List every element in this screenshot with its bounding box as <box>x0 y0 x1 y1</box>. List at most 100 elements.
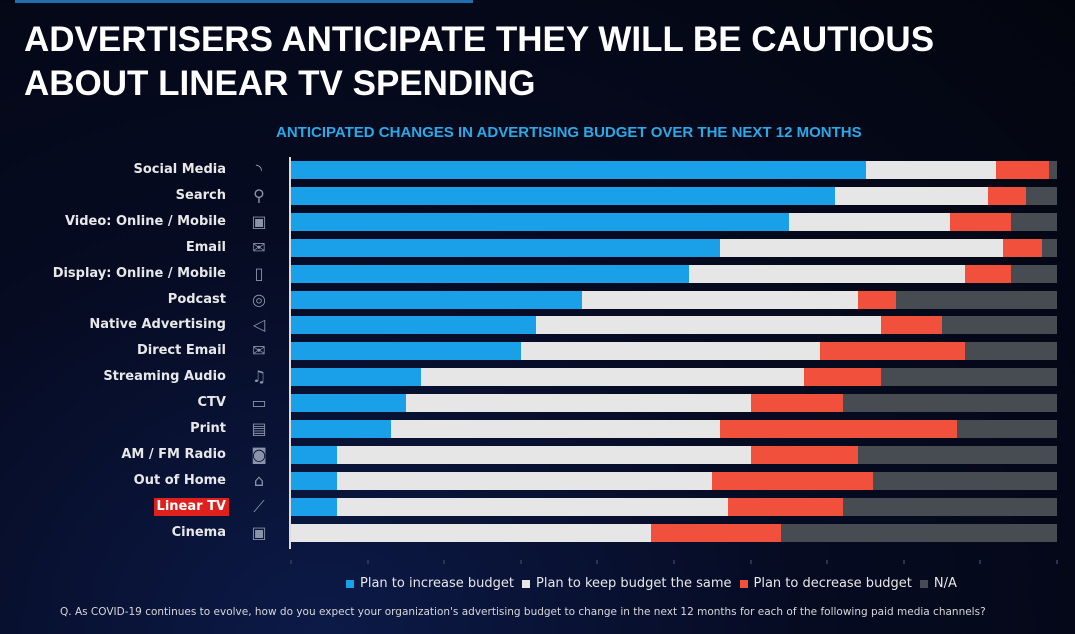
bar-segment-same <box>291 523 652 542</box>
remote-control-icon: ⟋ <box>253 496 265 516</box>
bar-segment-decrease <box>988 186 1027 205</box>
bar-segment-na <box>965 342 1057 361</box>
legend-item-same: Plan to keep budget the same <box>522 576 732 591</box>
legend-swatch <box>346 579 354 588</box>
bar-segment-decrease <box>719 420 958 438</box>
bar-segment-increase <box>291 445 337 464</box>
legend-item-increase: Plan to increase budget <box>346 576 514 591</box>
bar-segment-increase <box>291 238 720 257</box>
x-tick <box>290 560 292 564</box>
megaphone-icon: ◁ <box>252 315 266 335</box>
bar-segment-same <box>336 471 713 490</box>
bar-segment-na <box>896 290 1057 309</box>
bar-segment-na <box>1041 238 1057 257</box>
bar-segment-same <box>689 264 966 283</box>
bar-segment-increase <box>291 161 866 179</box>
bar-segment-same <box>788 212 950 231</box>
category-label: Streaming Audio <box>103 369 226 385</box>
legend-label: N/A <box>933 576 957 591</box>
bar-segment-decrease <box>1003 238 1042 257</box>
top-accent-line <box>15 0 473 3</box>
bar-segment-na <box>1011 212 1057 231</box>
bar-segment-decrease <box>712 471 874 490</box>
bar-segment-na <box>842 497 1057 516</box>
bar-segment-na <box>880 368 1057 387</box>
bar-segment-same <box>865 161 996 179</box>
legend-item-na: N/A <box>919 576 957 591</box>
legend-label: Plan to increase budget <box>360 576 514 591</box>
chart-title: ANTICIPATED CHANGES IN ADVERTISING BUDGE… <box>276 124 862 141</box>
wifi-signal-icon: ◝ <box>255 160 263 179</box>
legend-label: Plan to keep budget the same <box>536 576 732 591</box>
search-icon: ⚲ <box>253 185 265 205</box>
category-label: Display: Online / Mobile <box>52 265 226 281</box>
bar-segment-increase <box>291 342 521 361</box>
bar-segment-increase <box>291 368 422 387</box>
category-label: Linear TV <box>153 497 229 516</box>
bar-segment-increase <box>291 264 690 283</box>
category-label: Social Media <box>133 162 227 177</box>
bar-segment-decrease <box>857 290 897 309</box>
bar-segment-na <box>873 471 1057 490</box>
cinema-screen-icon: ▣ <box>251 522 267 542</box>
bar-segment-decrease <box>819 342 966 361</box>
bar-segment-same <box>390 420 720 438</box>
bar-segment-same <box>582 290 858 309</box>
legend-swatch <box>522 579 530 588</box>
envelope-icon: ✉ <box>252 341 266 361</box>
category-label: Search <box>175 187 226 203</box>
legend-swatch <box>919 579 928 588</box>
legend: Plan to increase budget Plan to keep budg… <box>346 576 957 591</box>
envelope-icon: ✉ <box>252 237 266 257</box>
bar-segment-increase <box>291 497 337 516</box>
video-screen-icon: ▣ <box>251 211 267 231</box>
house-icon: ⌂ <box>253 470 265 490</box>
radio-icon: ◙ <box>251 444 267 464</box>
page-title: ADVERTISERS ANTICIPATE THEY WILL BE CAUT… <box>24 20 935 103</box>
bar-segment-increase <box>291 394 406 413</box>
bar-segment-na <box>1011 264 1057 283</box>
bar-segment-decrease <box>804 368 881 387</box>
bar-segment-decrease <box>651 523 782 542</box>
podcast-icon: ◎ <box>252 289 266 309</box>
legend-item-decrease: Plan to decrease budget <box>739 576 912 591</box>
category-label: Print <box>190 421 226 436</box>
bar-segment-increase <box>291 316 537 335</box>
category-label: CTV <box>197 395 226 411</box>
y-axis-line <box>289 157 291 549</box>
bar-segment-na <box>942 316 1057 335</box>
bar-segment-increase <box>291 186 835 205</box>
x-tick <box>673 560 675 564</box>
bar-segment-decrease <box>995 161 1050 179</box>
x-tick <box>826 560 829 564</box>
x-tick <box>596 560 599 564</box>
category-label: Cinema <box>171 524 226 540</box>
x-tick <box>979 560 982 564</box>
bar-segment-increase <box>291 471 337 490</box>
x-tick <box>519 560 522 564</box>
category-label: Direct Email <box>136 343 226 359</box>
tv-icon: ▭ <box>251 393 267 413</box>
bar-segment-same <box>336 445 751 464</box>
newspaper-icon: ▤ <box>251 419 267 438</box>
bar-segment-increase <box>291 420 391 438</box>
bar-segment-na <box>781 523 1057 542</box>
bar-segment-na <box>957 420 1057 438</box>
bar-segment-na <box>1026 186 1057 205</box>
x-tick <box>1056 560 1058 564</box>
category-label: Native Advertising <box>89 317 226 333</box>
bar-segment-na <box>857 445 1057 464</box>
bar-segment-decrease <box>880 316 943 335</box>
bar-segment-increase <box>291 290 583 309</box>
headphones-icon: ♫ <box>251 367 267 387</box>
category-label: Email <box>185 239 226 255</box>
x-tick <box>366 560 369 564</box>
x-tick <box>443 560 446 564</box>
category-label: Podcast <box>167 291 226 307</box>
footnote: Q. As COVID-19 continues to evolve, how … <box>60 606 986 618</box>
category-label: Out of Home <box>133 472 226 488</box>
bar-segment-same <box>536 316 881 335</box>
bar-segment-same <box>405 394 751 413</box>
bar-segment-decrease <box>965 264 1012 283</box>
bar-segment-na <box>842 394 1057 413</box>
